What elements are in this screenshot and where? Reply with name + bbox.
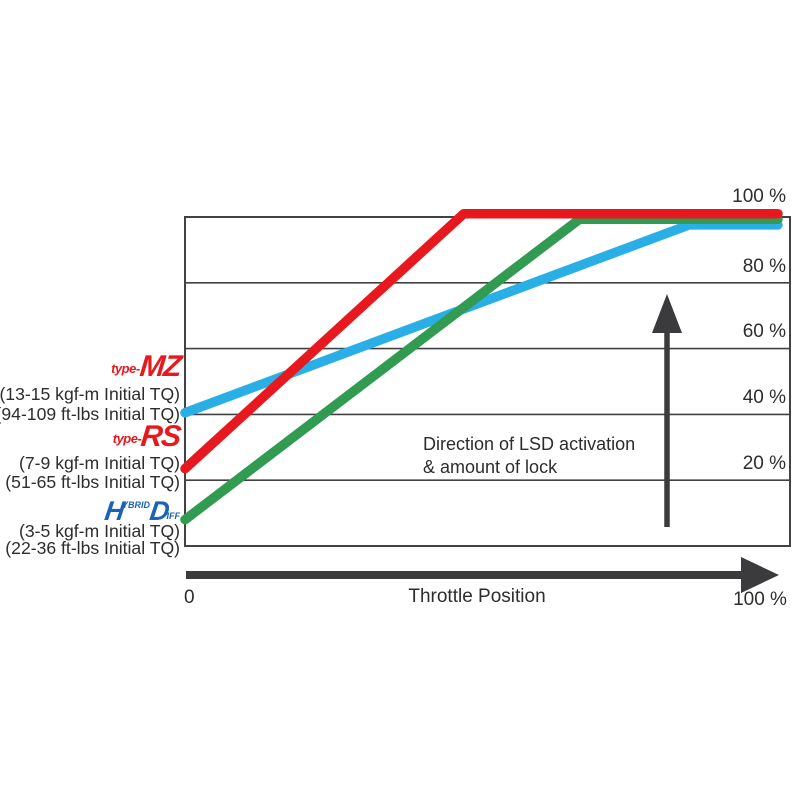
direction-arrow-icon — [652, 294, 682, 527]
line-type-mz — [180, 220, 783, 418]
legend-hybrid-diff-torque-metric: (3-5 kgf-m Initial TQ) — [19, 521, 180, 541]
legend-hybrid-diff-logo: HYBRIDDIFF — [103, 492, 181, 529]
hd-logo-ybrid: YBRID — [121, 500, 150, 510]
annotation-line1: Direction of LSD activation — [423, 434, 636, 454]
type-rs-name: RS — [139, 420, 182, 453]
legend-type-mz-torque-metric: (13-15 kgf-m Initial TQ) — [0, 384, 180, 404]
x-axis-label-max: 100 % — [733, 589, 787, 610]
line-type-rs — [180, 208, 783, 474]
x-axis-label-zero: 0 — [184, 587, 195, 608]
y-axis-label-40: 40 % — [742, 387, 786, 408]
gridlines — [185, 281, 790, 482]
x-axis-title: Throttle Position — [408, 586, 546, 607]
annotation: Direction of LSD activation & amount of … — [423, 433, 635, 479]
type-mz-name: MZ — [137, 350, 182, 383]
legend-type-rs-torque-imperial: (51-65 ft-lbs Initial TQ) — [5, 472, 180, 492]
legend-type-mz-torque-imperial: (94-109 ft-lbs Initial TQ) — [0, 404, 180, 424]
y-axis-label-20: 20 % — [742, 453, 786, 474]
legend-type-rs-logo: type-RS — [112, 420, 182, 453]
legend-type-mz-logo: type-MZ — [111, 350, 182, 383]
annotation-line2: & amount of lock — [423, 457, 558, 477]
legend-hybrid-diff-torque-imperial: (22-36 ft-lbs Initial TQ) — [5, 538, 180, 558]
y-axis-label-100: 100 % — [732, 186, 786, 207]
line-hybrid-diff — [180, 214, 783, 525]
type-mz-prefix: type- — [111, 361, 140, 376]
legend-type-rs-torque-metric: (7-9 kgf-m Initial TQ) — [19, 453, 180, 473]
y-axis-label-80: 80 % — [742, 256, 786, 277]
throttle-axis-arrow-icon — [186, 557, 779, 593]
type-rs-prefix: type- — [112, 431, 142, 446]
y-axis-label-60: 60 % — [742, 321, 786, 342]
hd-logo-iff: IFF — [166, 511, 181, 521]
